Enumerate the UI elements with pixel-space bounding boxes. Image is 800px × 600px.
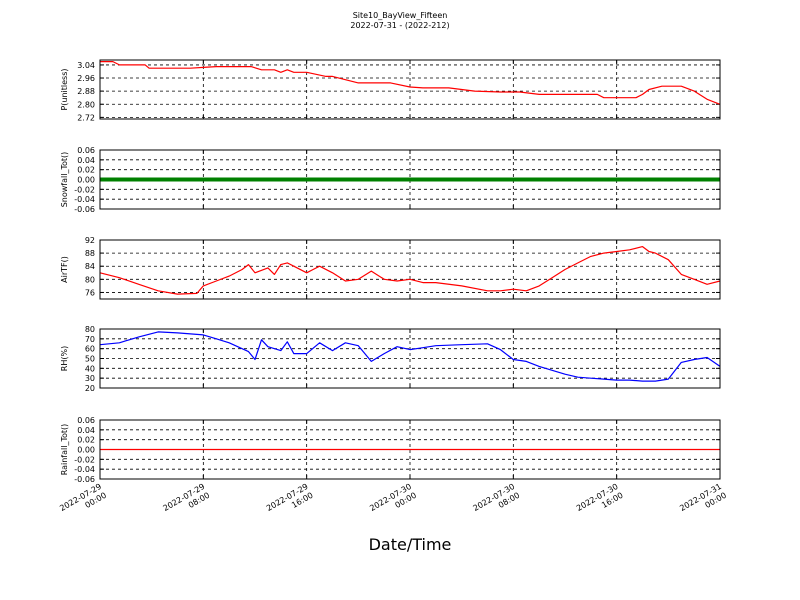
y-tick-label: 2.96 xyxy=(77,74,95,83)
panel-3: 92 88 84 80 76 AirTF() xyxy=(60,236,721,300)
y-axis-label: Snowfall_Tot() xyxy=(60,152,69,208)
chart-title-line2: 2022-07-31 - (2022-212) xyxy=(350,21,449,30)
y-axis-label: P(unitless) xyxy=(60,68,69,110)
series-line xyxy=(99,331,721,382)
y-tick-label: 50 xyxy=(85,355,95,364)
y-tick-label: 0.04 xyxy=(77,156,95,165)
y-axis-label: AirTF() xyxy=(60,256,69,283)
y-tick-label: 2.80 xyxy=(77,100,95,109)
y-tick-label: 2.72 xyxy=(77,113,95,122)
y-tick-label: 40 xyxy=(85,364,95,373)
y-tick-label: -0.04 xyxy=(74,195,95,204)
x-axis-label: Date/Time xyxy=(369,535,452,554)
y-tick-label: 92 xyxy=(85,236,95,245)
plot-frame xyxy=(99,419,721,480)
y-tick-label: 80 xyxy=(85,275,95,284)
y-tick-label: 0.00 xyxy=(77,176,95,185)
series-line xyxy=(100,60,721,105)
y-tick-label: 84 xyxy=(85,262,95,271)
x-tick-label: 2022-07-2916:00 xyxy=(265,482,315,522)
y-tick-label: 76 xyxy=(85,288,95,297)
x-tick-label: 2022-07-3000:00 xyxy=(368,482,418,522)
panel-1: 3.04 2.96 2.88 2.80 2.72 P(unitless) xyxy=(60,59,721,122)
y-tick-label: -0.06 xyxy=(74,205,95,214)
y-tick-label: 70 xyxy=(85,335,95,344)
y-tick-label: 60 xyxy=(85,345,95,354)
y-axis-label: Rainfall_Tot() xyxy=(60,424,69,476)
panels: 3.042.962.882.802.72P(unitless)0.060.040… xyxy=(60,59,721,484)
y-tick-label: 0.00 xyxy=(77,446,95,455)
y-tick-label: 0.06 xyxy=(77,416,95,425)
y-tick-label: 0.02 xyxy=(77,436,95,445)
plot-frame xyxy=(99,59,721,120)
y-tick-label: 2.88 xyxy=(77,87,95,96)
x-tick-labels: 2022-07-2900:00 2022-07-2908:00 2022-07-29… xyxy=(58,482,728,522)
y-tick-label: 88 xyxy=(85,249,95,258)
y-tick-label: -0.04 xyxy=(74,465,95,474)
x-tick-label: 2022-07-3008:00 xyxy=(472,482,522,522)
y-tick-label: 0.04 xyxy=(77,426,95,435)
x-tick-label: 2022-07-3100:00 xyxy=(678,482,728,522)
y-tick-label: 3.04 xyxy=(77,61,95,70)
panel-5: 0.060.040.020.00-0.02-0.04-0.06 Rainfall_… xyxy=(60,416,721,484)
x-tick-label: 2022-07-2908:00 xyxy=(162,482,212,522)
y-tick-label: -0.02 xyxy=(74,455,95,464)
chart-title-line1: Site10_BayView_Fifteen xyxy=(353,11,448,20)
x-tick-label: 2022-07-2900:00 xyxy=(58,482,108,522)
y-tick-label: 0.02 xyxy=(77,166,95,175)
y-tick-label: 30 xyxy=(85,374,95,383)
y-tick-label: 0.06 xyxy=(77,146,95,155)
panel-2: 0.060.040.020.00-0.02-0.04-0.06 Snowfall_… xyxy=(60,146,721,214)
y-tick-label: 80 xyxy=(85,325,95,334)
y-tick-label: -0.02 xyxy=(74,185,95,194)
x-tick-label: 2022-07-3016:00 xyxy=(575,482,625,522)
plot-frame xyxy=(99,239,721,300)
plot-frame xyxy=(99,328,721,389)
series-line xyxy=(99,246,721,295)
y-tick-label: 20 xyxy=(85,384,95,393)
y-axis-label: RH(%) xyxy=(60,346,69,371)
y-tick-label: -0.06 xyxy=(74,475,95,484)
plot-frame xyxy=(99,149,721,210)
